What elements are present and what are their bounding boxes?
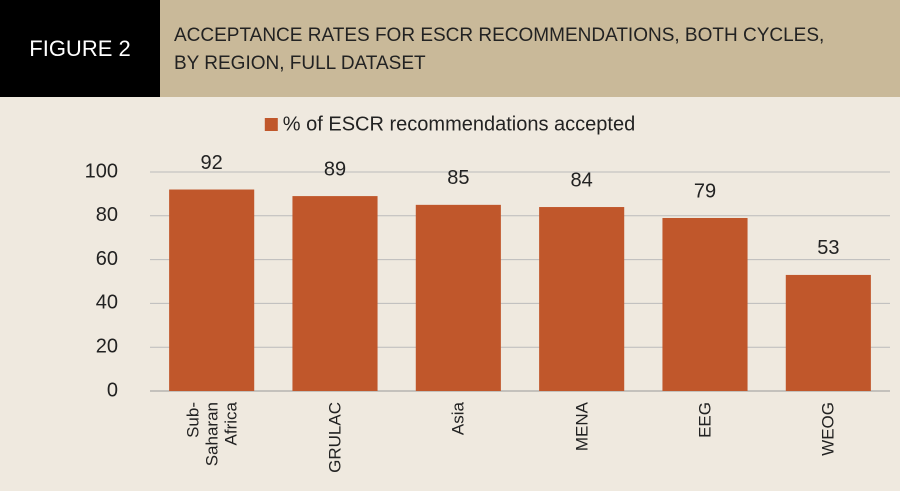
y-tick-label: 60 [96,248,118,270]
y-tick-label: 20 [96,335,118,357]
data-label: 84 [571,169,593,191]
x-tick-label: Sub-Saharan Africa [183,402,241,467]
y-tick-label: 80 [96,204,118,226]
legend-label: % of ESCR recommendations accepted [283,113,635,135]
data-label: 92 [201,152,223,174]
x-tick-label: EEG [695,402,715,438]
data-label: 89 [324,158,346,180]
y-tick-label: 40 [96,292,118,314]
bar [292,196,378,391]
bar [785,274,871,391]
data-label: 53 [817,237,839,259]
y-tick-label: 0 [107,379,118,401]
bar [539,207,625,391]
figure-label: FIGURE 2 [0,0,160,97]
x-tick-label: MENA [572,402,592,452]
y-tick-label: 100 [85,160,118,182]
x-tick-label: Asia [448,402,468,436]
data-label: 79 [694,180,716,202]
x-tick-label: GRULAC [325,402,345,473]
x-tick-label: WEOG [818,402,838,456]
data-label: 85 [447,167,469,189]
title-band [160,0,900,97]
bar [415,204,501,391]
bar [662,217,748,391]
legend-swatch [264,118,278,131]
chart-title: ACCEPTANCE RATES FOR ESCR RECOMMENDATION… [174,25,825,74]
bar [169,189,255,391]
